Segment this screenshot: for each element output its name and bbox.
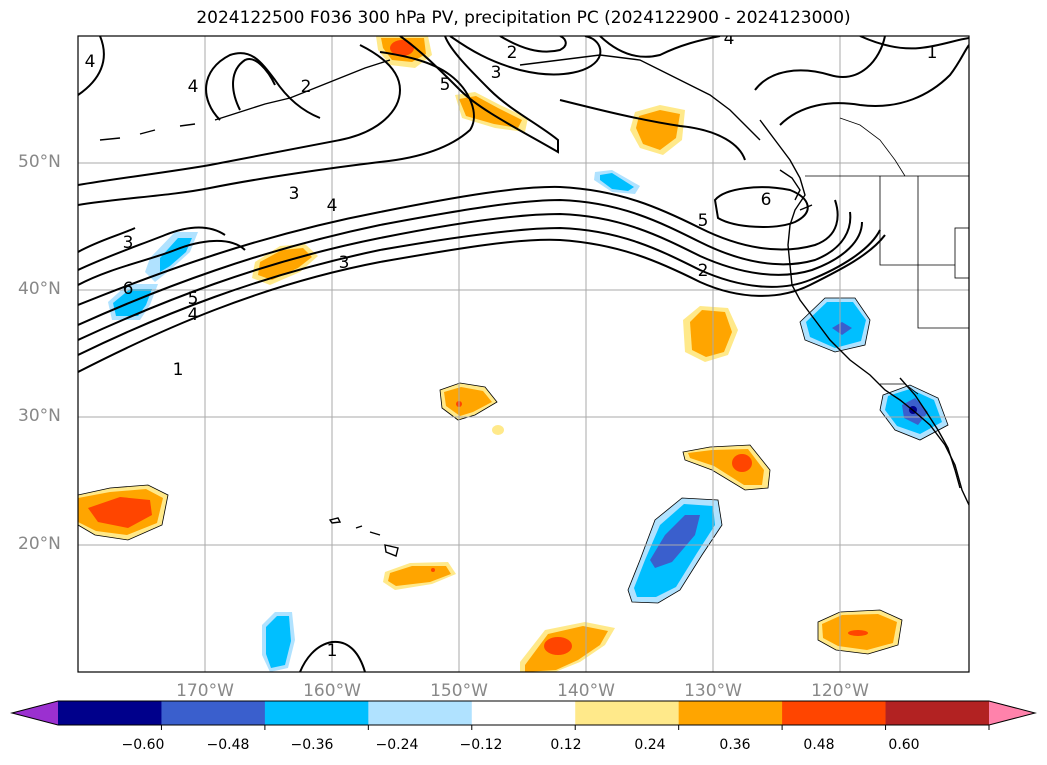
colorbar-tick-label: −0.24 (375, 737, 419, 753)
lon-label-130w: 130°W (684, 681, 742, 701)
contour-label: 6 (123, 279, 134, 299)
contour-label: 5 (440, 75, 451, 95)
contour-label: 2 (301, 77, 312, 97)
colorbar-tick-label: −0.12 (459, 737, 503, 753)
map-panel: 1 4 5 6 3 3 3 4 4 4 2 5 2 3 5 2 6 4 1 1 (77, 29, 970, 673)
contour-label: 3 (339, 253, 350, 273)
contour-label: 3 (289, 184, 300, 204)
colorbar-tick-label: 0.36 (719, 737, 751, 753)
colorbar-tick-label: 0.24 (634, 737, 666, 753)
contour-label: 4 (188, 77, 199, 97)
colorbar-extend-high (989, 701, 1035, 725)
lon-label-150w: 150°W (430, 681, 488, 701)
colorbar-tick-label: 0.12 (550, 737, 582, 753)
contour-label: 6 (761, 190, 772, 210)
lon-label-140w: 140°W (557, 681, 615, 701)
political-borders (805, 117, 969, 395)
lat-label-50n: 50°N (18, 152, 61, 172)
contour-label: 1 (173, 360, 184, 380)
contour-label: 4 (188, 305, 199, 325)
colorbar-outline (10, 700, 1037, 726)
contour-label: 1 (927, 43, 938, 63)
colorbar-segment (264, 701, 369, 725)
colorbar-segment (161, 701, 266, 725)
contour-label: 3 (491, 63, 502, 83)
lon-label-160w: 160°W (303, 681, 361, 701)
contour-label: 5 (188, 289, 199, 309)
colorbar-tick-label: −0.36 (290, 737, 334, 753)
colorbar-tick-label: 0.48 (803, 737, 835, 753)
contour-label: 4 (85, 52, 96, 72)
contour-label: 1 (327, 641, 338, 661)
precip-anomaly-patches (78, 36, 949, 672)
contour-label: 5 (698, 211, 709, 231)
colorbar-tick-label: −0.48 (206, 737, 250, 753)
contour-label: 2 (507, 43, 518, 63)
map-frame (77, 35, 970, 673)
coastlines (99, 54, 969, 557)
contour-label: 3 (123, 233, 134, 253)
pv-contour-labels: 1 4 5 6 3 3 3 4 4 4 2 5 2 3 5 2 6 4 1 1 (85, 29, 938, 661)
colorbar-segment (575, 701, 680, 725)
contour-label: 4 (724, 29, 735, 49)
colorbar-segment (782, 701, 887, 725)
lat-label-40n: 40°N (18, 279, 61, 299)
lon-label-120w: 120°W (811, 681, 869, 701)
graticule (78, 36, 969, 672)
colorbar-extend-low (12, 701, 58, 725)
precip-outline-contours (78, 297, 949, 655)
colorbar (10, 700, 1037, 730)
colorbar-segment (58, 701, 162, 725)
colorbar-tick-label: −0.60 (121, 737, 165, 753)
colorbar-segment (678, 701, 783, 725)
lat-label-30n: 30°N (18, 406, 61, 426)
contour-label: 4 (327, 196, 338, 216)
colorbar-segment (471, 701, 576, 725)
colorbar-segment (368, 701, 473, 725)
contour-label: 2 (698, 261, 709, 281)
lon-label-170w: 170°W (176, 681, 234, 701)
colorbar-segment (885, 701, 990, 725)
map-title: 2024122500 F036 300 hPa PV, precipitatio… (196, 8, 851, 28)
lat-label-20n: 20°N (18, 534, 61, 554)
colorbar-tick-label: 0.60 (888, 737, 920, 753)
pv-contours (78, 36, 969, 672)
